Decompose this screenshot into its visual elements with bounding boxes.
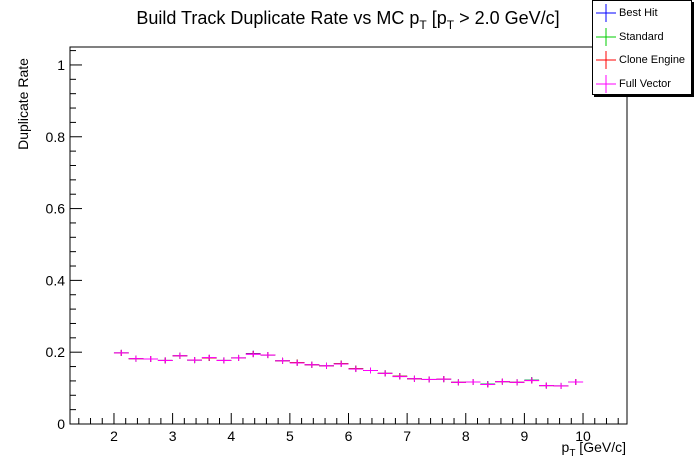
x-tick-label: 3 [169,428,177,444]
x-tick-label: 5 [286,428,294,444]
legend-entry: Standard [593,27,691,48]
legend-entry: Best Hit [593,4,691,24]
y-axis: 0 0.2 0.4 0.6 0.8 1 [46,50,82,432]
y-tick-label: 0 [57,416,65,432]
legend-label: Full Vector [619,77,671,90]
y-tick-label: 1 [57,57,65,73]
x-tick-label: 6 [345,428,353,444]
chart-title: Build Track Duplicate Rate vs MC pT [pT … [136,8,559,32]
x-tick-label: 2 [110,428,118,444]
plot-frame [69,46,628,425]
legend-entry: Clone Engine [593,51,691,71]
x-tick-label: 4 [227,428,235,444]
x-axis-label: pT [GeV/c] [562,439,626,459]
legend: Best Hit Standard Clone Engine Full Vector [592,0,692,95]
x-tick-label: 10 [575,428,591,444]
y-tick-label: 0.4 [46,272,66,288]
legend-entry: Full Vector [593,74,691,95]
legend-marker [596,74,616,93]
y-axis-label: Duplicate Rate [15,58,31,150]
legend-label: Standard [619,30,664,43]
y-tick-label: 0.8 [46,129,66,145]
legend-label: Best Hit [619,7,658,19]
legend-marker [596,4,616,22]
x-tick-label: 9 [520,428,528,444]
series-full-vector [113,349,584,389]
y-tick-label: 0.6 [46,201,66,217]
data-series [113,349,584,389]
legend-label: Clone Engine [619,54,686,66]
x-axis: 2 3 4 5 6 7 8 9 10 [78,413,619,444]
x-tick-label: 7 [403,428,411,444]
legend-marker [596,51,616,69]
legend-marker [596,27,616,46]
y-tick-label: 0.2 [46,344,66,360]
x-tick-label: 8 [462,428,470,444]
